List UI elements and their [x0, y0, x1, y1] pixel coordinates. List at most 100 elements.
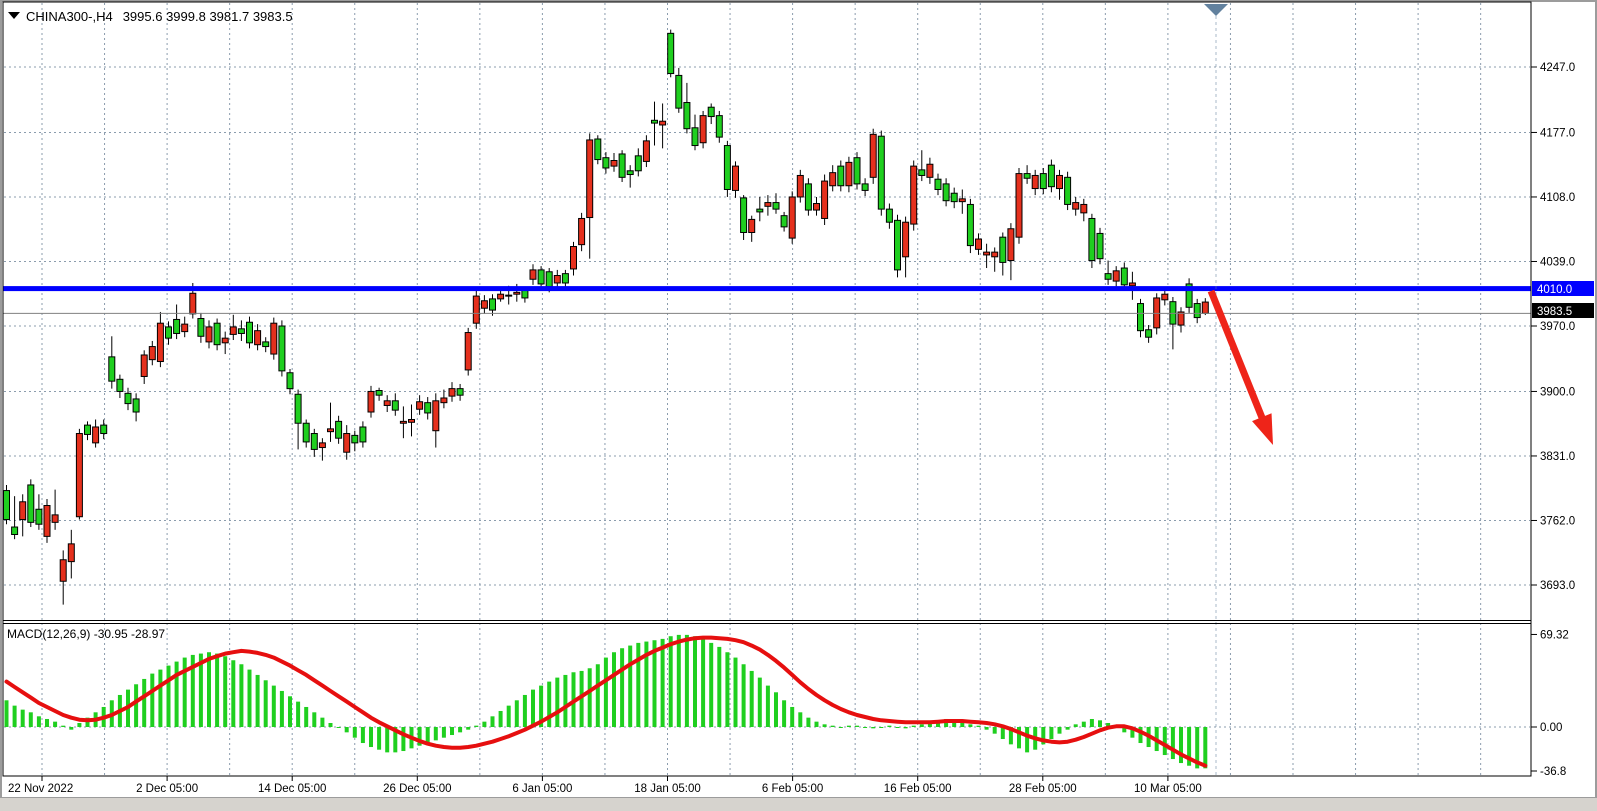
symbol-marker-icon: [8, 12, 20, 19]
candle-bull: [966, 203, 974, 247]
macd-histogram-bar: [433, 727, 438, 741]
macd-histogram-bar: [774, 692, 778, 727]
axis-layer[interactable]: 4247.0 4177.0 4108.0 4039.0 3970.0 3900.0 3831…: [8, 62, 1575, 795]
candle-bear: [991, 251, 999, 258]
macd-histogram-bar: [976, 725, 981, 727]
candle-bull: [1096, 232, 1104, 260]
candle-bear: [529, 269, 537, 280]
macd-histogram-bar: [1162, 727, 1167, 756]
overlay-layer: [3, 4, 1531, 776]
macd-histogram-bar: [450, 727, 454, 736]
candle-bull: [237, 328, 245, 334]
candle-bull: [124, 392, 132, 405]
macd-histogram-bar: [490, 716, 495, 727]
candle-bear: [553, 275, 561, 284]
pane-separator[interactable]: [3, 620, 1531, 624]
macd-histogram-bar: [984, 727, 989, 730]
price-axis[interactable]: 4247.0 4177.0 4108.0 4039.0 3970.0 3900.0 3831…: [1531, 62, 1575, 778]
macd-histogram-bar: [36, 716, 41, 727]
bottom-strip: [0, 798, 1597, 811]
candle-bull: [740, 197, 748, 233]
candle-bull: [310, 433, 318, 450]
macd-axis-label: 69.32: [1540, 629, 1569, 641]
macd-histogram-bar: [563, 674, 568, 727]
macd-histogram-bar: [271, 685, 276, 727]
macd-histogram-bar: [701, 638, 706, 727]
candle-bull: [1064, 176, 1072, 205]
macd-histogram-bar: [336, 727, 341, 728]
macd-histogram-bar: [514, 700, 519, 727]
candle-bear: [432, 400, 440, 432]
macd-histogram-bar: [247, 669, 252, 727]
candle-bear: [975, 238, 982, 250]
macd-histogram-bar: [903, 727, 908, 729]
horizontal-line-object[interactable]: [3, 286, 1531, 292]
candle-bear: [578, 217, 586, 246]
candle-bull: [35, 508, 43, 525]
price-axis-label: 3693.0: [1540, 580, 1575, 592]
candle-bull: [683, 102, 691, 130]
macd-layer: [4, 634, 1208, 769]
candle-bear: [1072, 202, 1080, 210]
trend-arrow[interactable]: [1207, 289, 1273, 445]
candle-bear: [642, 140, 650, 162]
candle-bear: [448, 388, 456, 397]
trend-arrow-shaft: [1207, 289, 1268, 425]
candle-bear: [845, 161, 853, 187]
macd-histogram-bar: [830, 725, 835, 727]
macd-histogram-bar: [61, 725, 66, 727]
candle-bull: [626, 170, 634, 176]
candle-bear: [367, 390, 375, 413]
macd-histogram-bar: [782, 700, 787, 727]
macd-histogram-bar: [69, 727, 74, 730]
macd-histogram-bar: [733, 657, 738, 727]
candle-bear: [383, 400, 391, 406]
price-axis-label: 4108.0: [1540, 192, 1575, 204]
macd-histogram-bar: [887, 725, 892, 727]
macd-histogram-bar: [12, 705, 17, 727]
candle-bull: [561, 273, 569, 284]
macd-histogram-bar: [142, 678, 147, 727]
macd-histogram-bar: [296, 701, 301, 727]
macd-histogram-bar: [919, 724, 924, 727]
candle-bear: [610, 160, 618, 167]
candle-bear: [440, 397, 448, 404]
macd-histogram-bar: [441, 727, 446, 738]
candle-bear: [926, 163, 934, 178]
macd-histogram-bar: [660, 638, 665, 727]
candle-bull: [84, 424, 91, 435]
candle-bull: [934, 178, 942, 190]
candle-bear: [343, 433, 351, 453]
macd-histogram-bar: [352, 727, 357, 738]
candle-bear: [416, 401, 424, 410]
macd-histogram-bar: [644, 641, 649, 727]
candle-bull: [335, 420, 343, 439]
macd-histogram-bar: [182, 657, 187, 727]
macd-histogram-bar: [239, 664, 244, 727]
chart-shift-marker[interactable]: [1204, 4, 1228, 16]
candle-bull: [537, 269, 545, 285]
candle-bear: [829, 172, 837, 187]
candle-bear: [813, 203, 820, 211]
macd-histogram-bar: [717, 646, 722, 727]
time-axis[interactable]: 22 Nov 2022 2 Dec 05:00 14 Dec 05:00 26 Dec…: [8, 776, 1202, 795]
macd-histogram-bar: [1065, 727, 1070, 730]
macd-histogram-bar: [968, 724, 973, 727]
page-title: CHINA300-,H4 3995.6 3999.8 3981.7 3983.5: [26, 9, 293, 24]
candle-bull: [424, 402, 432, 414]
macd-indicator-label: MACD(12,26,9) -30.95 -28.97: [7, 627, 165, 641]
time-axis-label: 28 Feb 05:00: [1009, 783, 1077, 795]
candle-bear: [1015, 173, 1023, 238]
macd-histogram-bar: [482, 721, 487, 727]
macd-histogram-bar: [603, 657, 608, 727]
candle-bear: [1031, 174, 1039, 190]
macd-histogram-bar: [53, 721, 58, 727]
candle-bull: [837, 165, 845, 187]
candle-bear: [464, 332, 472, 371]
macd-histogram-bar: [401, 727, 406, 752]
macd-histogram-bar: [377, 727, 382, 750]
candle-bull: [1088, 217, 1096, 262]
macd-histogram-bar: [45, 718, 49, 727]
macd-histogram-bar: [304, 706, 309, 727]
